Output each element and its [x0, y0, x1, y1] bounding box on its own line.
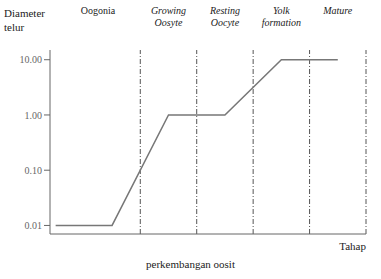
html-text:perkembangan oosit: perkembangan oosit	[146, 258, 235, 270]
svg-text:Yolkformation: Yolkformation	[262, 5, 301, 28]
svg-text:Mature: Mature	[322, 5, 353, 16]
svg-text:RestingOocyte: RestingOocyte	[209, 5, 240, 28]
svg-text:0.10: 0.10	[25, 165, 43, 176]
html-text:Tahap: Tahap	[339, 240, 366, 252]
svg-text:10.00: 10.00	[20, 54, 43, 65]
html-text:Diameter: Diameter	[4, 7, 45, 19]
svg-text:Oogonia: Oogonia	[81, 5, 116, 16]
html-text:telur: telur	[4, 21, 25, 33]
svg-text:1.00: 1.00	[25, 110, 43, 121]
svg-text:0.01: 0.01	[25, 220, 43, 231]
svg-text:GrowingOosyte: GrowingOosyte	[151, 5, 186, 28]
